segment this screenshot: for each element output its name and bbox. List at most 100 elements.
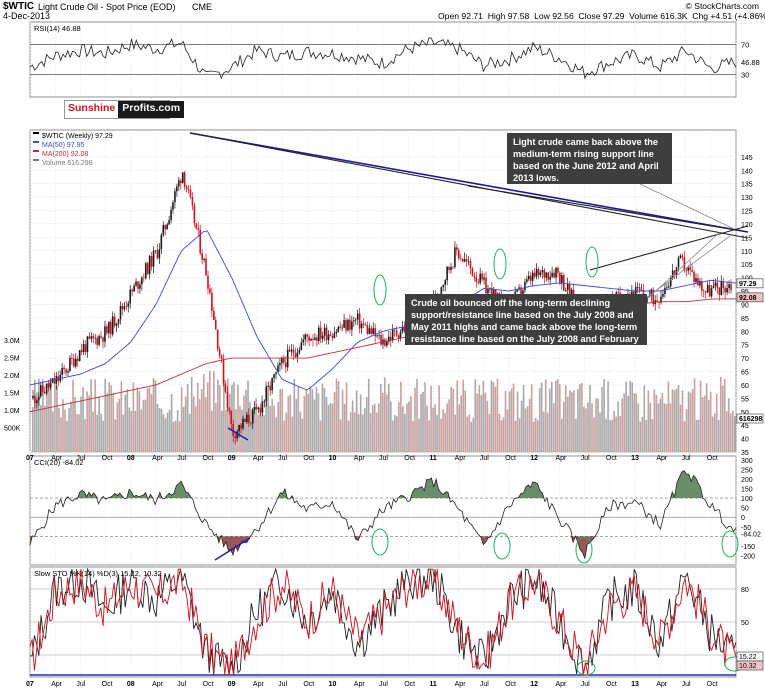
price-candle [199,229,202,254]
volume-bar [597,398,599,452]
volume-bar [534,418,537,452]
price-candle [43,391,46,394]
volume-bar [456,380,459,452]
volume-bar [677,385,680,452]
price-candle [730,284,732,291]
date-tick-label: 07 [26,681,34,688]
chart-credit[interactable]: © StockCharts.com [685,1,759,11]
volume-bar [709,391,712,452]
volume-bar [297,386,300,452]
price-candle [658,302,660,303]
volume-bar [373,403,376,452]
price-candle [273,374,275,379]
volume-bar [331,403,334,452]
price-candle [697,278,699,286]
price-candle [300,342,303,350]
price-candle [201,253,203,260]
volume-bar [172,421,175,452]
price-candle [170,209,172,221]
price-candle [108,321,110,334]
volume-bar [426,405,428,452]
volume-bar [279,388,282,452]
volume-bar [102,420,105,452]
volume-bar [361,414,364,452]
price-candle [640,289,643,291]
volume-bar [166,412,169,452]
price-tick-label: 50 [741,410,749,417]
rsi-title: RSI(14) 46.88 [34,24,81,33]
price-candle [642,289,645,296]
volume-bar [671,389,674,452]
price-legend-label: Volume 616.298 [42,160,93,167]
price-candle [358,313,361,329]
volume-bar [442,409,444,452]
price-candle [234,436,237,439]
price-candle [662,294,664,297]
price-candle [699,281,701,286]
volume-bar [384,377,386,452]
price-candle [318,327,320,342]
volume-bar [410,396,412,452]
price-candle [489,287,491,289]
volume-bar [526,406,529,452]
volume-bar [293,378,296,452]
volume-bar [561,418,563,452]
volume-bar [72,379,74,452]
volume-bar [458,404,461,452]
volume-bar [605,418,607,452]
date-tick-label: Oct [404,455,415,462]
price-legend-swatch [33,159,39,161]
price-candle [61,367,63,375]
volume-bar [56,385,58,452]
price-candle [218,349,221,356]
price-candle [372,328,375,335]
volume-bar [78,414,80,452]
volume-bar [565,385,567,452]
highlight-ellipse [585,246,599,278]
volume-bar [542,411,545,452]
date-tick-label: Jul [177,455,186,462]
volume-bar [60,417,62,452]
price-candle [139,284,141,289]
close-value: Close 97.29 [578,11,625,21]
volume-tick-label: 2.5M [4,356,20,363]
price-candle [728,284,730,289]
price-candle [687,267,690,271]
date-tick-label: Apr [152,455,164,462]
price-candle [617,292,620,293]
volume-bar [508,391,511,452]
volume-bar [734,416,736,452]
price-candle [84,344,87,353]
volume-bar [661,393,664,452]
price-candle [362,323,365,325]
volume-bar [540,382,543,452]
rsi-tick-label: 30 [741,71,749,80]
date-tick-label: Apr [556,455,568,462]
volume-bar [225,409,227,452]
price-candle [349,319,351,330]
volume-bar [327,404,330,452]
price-candle [222,358,225,384]
volume-bar [687,391,690,452]
volume-bar [583,406,585,452]
volume-bar [140,409,143,452]
price-candle [205,258,207,276]
price-candle [465,259,468,262]
volume-bar [424,382,426,452]
volume-bar [138,390,141,452]
volume-bar [108,382,111,452]
price-legend-label: $WTIC (Weekly) 97.29 [42,133,113,140]
rsi-line [29,37,737,80]
volume-bar [683,421,686,452]
price-candle [152,250,155,267]
price-candle [459,258,462,259]
volume-bar [422,391,424,452]
price-candle [335,331,338,334]
logo-part-1: Sunshine [65,101,119,118]
price-candle [183,172,186,187]
volume-bar [637,403,640,452]
price-candle [650,289,653,296]
volume-bar [365,397,368,452]
volume-bar [464,390,467,452]
volume-bar [731,410,734,452]
